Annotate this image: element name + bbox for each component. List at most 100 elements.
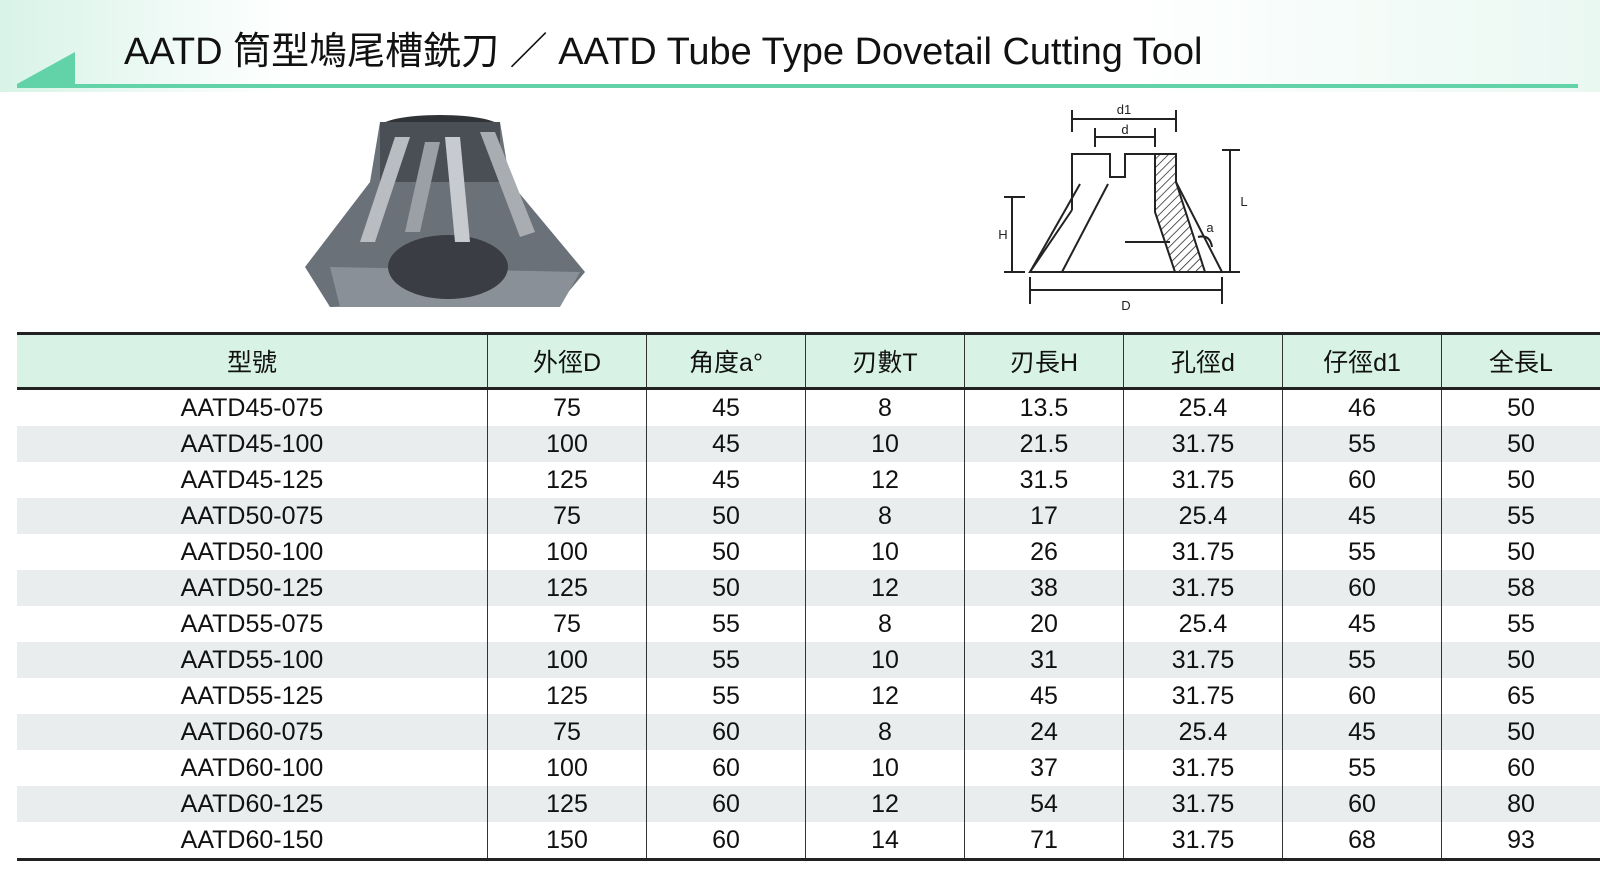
column-header: 刃長H: [964, 332, 1124, 390]
table-cell: 50: [646, 498, 806, 534]
table-row: AATD45-125 125 45 12 31.5 31.75 60 50: [17, 462, 1600, 498]
column-header: 角度a°: [646, 332, 806, 390]
column-header: 孔徑d: [1123, 332, 1283, 390]
header-rule: [17, 84, 1578, 88]
table-cell: 45: [964, 678, 1124, 714]
table-cell: 125: [487, 678, 647, 714]
table-cell: 60: [646, 750, 806, 786]
table-cell: 71: [964, 822, 1124, 861]
table-cell: AATD45-100: [17, 426, 488, 462]
illustrations: d1 d H L a D: [305, 102, 1248, 313]
tool-photo: [305, 115, 585, 307]
table-cell: 45: [646, 462, 806, 498]
header-row: 型號 外徑D 角度a° 刃數T 刃長H 孔徑d 仔徑d1 全長L: [17, 332, 1600, 390]
table-cell: AATD60-075: [17, 714, 488, 750]
table-cell: 37: [964, 750, 1124, 786]
table-cell: 65: [1441, 678, 1600, 714]
header-band: [0, 0, 1600, 92]
table-cell: AATD50-125: [17, 570, 488, 606]
table-cell: AATD60-150: [17, 822, 488, 861]
table-cell: 58: [1441, 570, 1600, 606]
table-cell: AATD45-075: [180, 393, 324, 422]
table-cell: 55: [646, 678, 806, 714]
table-cell: 125: [487, 570, 647, 606]
table-cell: 75: [487, 388, 647, 426]
table-row: AATD60-150 150 60 14 71 31.75 68 93: [17, 822, 1600, 861]
table-row: AATD50-125 125 50 12 38 31.75 60 58: [17, 570, 1600, 606]
table-cell: AATD50-100: [180, 537, 324, 566]
table-cell: 31.75: [1123, 750, 1283, 786]
table-row: AATD50-075 75 50 8 17 25.4 45 55: [17, 498, 1600, 534]
table-row: AATD60-075 75 60 8 24 25.4 45 50: [17, 714, 1600, 750]
column-header: 型號: [17, 332, 488, 390]
tech-drawing: [1004, 110, 1240, 304]
table-cell: 55: [1282, 750, 1442, 786]
table-cell: 50: [1441, 426, 1600, 462]
table-cell: 46: [1282, 388, 1442, 426]
table-cell: 50: [1441, 388, 1600, 426]
table-cell: 8: [805, 388, 965, 426]
header-accent: [17, 52, 75, 84]
table-row: AATD60-125 125 60 12 54 31.75 60 80: [17, 786, 1600, 822]
table-cell: 55: [1441, 498, 1600, 534]
table-cell: 12: [805, 570, 965, 606]
table-cell: 17: [964, 498, 1124, 534]
table-cell: 10: [805, 426, 965, 462]
table-cell: 25.4: [1123, 714, 1283, 750]
table-cell: 50: [646, 534, 806, 570]
table-cell: 8: [805, 606, 965, 642]
table-cell: 60: [646, 786, 806, 822]
label-L: L: [1240, 194, 1247, 209]
label-a: a: [1206, 220, 1214, 235]
table-cell: 50: [1441, 714, 1600, 750]
table-cell: 8: [805, 714, 965, 750]
table-cell: AATD60-125: [17, 786, 488, 822]
table-cell: AATD55-100: [17, 642, 488, 678]
column-header: 全長L: [1441, 332, 1600, 390]
title: AATD 筒型鳩尾槽銑刀 ／ AATD Tube Type Dovetail C…: [124, 31, 1203, 73]
table-cell: 100: [487, 534, 647, 570]
table-cell: 31.75: [1123, 534, 1283, 570]
table-cell: 55: [646, 606, 806, 642]
table-cell: 100: [487, 642, 647, 678]
table-cell: 31.5: [964, 462, 1124, 498]
table-cell: 60: [1282, 678, 1442, 714]
table-cell: 100: [487, 426, 647, 462]
table-cell: 75: [487, 606, 647, 642]
table-cell: 24: [964, 714, 1124, 750]
table-cell: 12: [805, 678, 965, 714]
table-cell: 68: [1282, 822, 1442, 861]
table-cell: AATD45-125: [180, 465, 324, 494]
table-cell: AATD60-100: [180, 753, 324, 782]
table-cell: 60: [1282, 570, 1442, 606]
label-d1: d1: [1117, 102, 1131, 117]
table-cell: AATD50-075: [17, 498, 488, 534]
table-cell: 125: [487, 462, 647, 498]
column-header: 刃數T: [805, 332, 965, 390]
table-cell: 50: [1441, 462, 1600, 498]
table-row: AATD60-100 100 60 10 37 31.75 55 60: [17, 750, 1600, 786]
table-row: AATD55-100 100 55 10 31 31.75 55 50: [17, 642, 1600, 678]
table-cell: 31.75: [1123, 678, 1283, 714]
table-cell: 45: [1282, 714, 1442, 750]
table-cell: 80: [1441, 786, 1600, 822]
table-cell: 25.4: [1123, 388, 1283, 426]
table-cell: 45: [646, 426, 806, 462]
table-cell: 14: [805, 822, 965, 861]
table-cell: 60: [1282, 462, 1442, 498]
table-cell: 31.75: [1123, 462, 1283, 498]
label-d: d: [1121, 122, 1128, 137]
table-cell: 55: [1282, 426, 1442, 462]
spec-table: 型號 外徑D 角度a° 刃數T 刃長H 孔徑d 仔徑d1 全長L AATD45-075 75 45 8…: [17, 332, 1600, 861]
table-cell: 60: [1282, 786, 1442, 822]
table-cell: AATD55-125: [180, 681, 324, 710]
table-cell: 10: [805, 642, 965, 678]
column-header: 仔徑d1: [1282, 332, 1442, 390]
table-cell: 55: [1282, 534, 1442, 570]
table-cell: 100: [487, 750, 647, 786]
table-cell: 21.5: [964, 426, 1124, 462]
table-cell: 45: [1282, 498, 1442, 534]
column-header: 外徑D: [487, 332, 647, 390]
table-cell: 60: [646, 714, 806, 750]
table-cell: 75: [487, 498, 647, 534]
